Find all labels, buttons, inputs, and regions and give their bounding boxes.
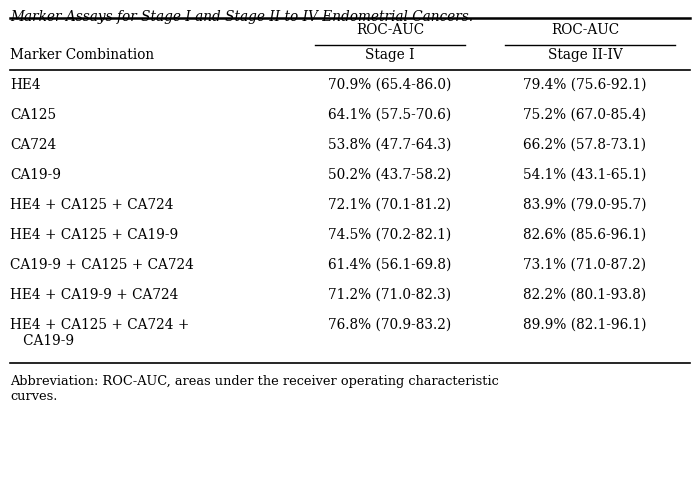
Text: HE4 + CA125 + CA724: HE4 + CA125 + CA724 <box>10 198 174 212</box>
Text: 64.1% (57.5-70.6): 64.1% (57.5-70.6) <box>328 108 452 122</box>
Text: CA724: CA724 <box>10 138 56 152</box>
Text: 83.9% (79.0-95.7): 83.9% (79.0-95.7) <box>524 198 647 212</box>
Text: Stage I: Stage I <box>365 48 414 62</box>
Text: 82.6% (85.6-96.1): 82.6% (85.6-96.1) <box>524 228 647 242</box>
Text: CA19-9: CA19-9 <box>10 168 61 182</box>
Text: 73.1% (71.0-87.2): 73.1% (71.0-87.2) <box>524 258 647 272</box>
Text: 66.2% (57.8-73.1): 66.2% (57.8-73.1) <box>524 138 647 152</box>
Text: 79.4% (75.6-92.1): 79.4% (75.6-92.1) <box>524 78 647 92</box>
Text: 61.4% (56.1-69.8): 61.4% (56.1-69.8) <box>328 258 452 272</box>
Text: 50.2% (43.7-58.2): 50.2% (43.7-58.2) <box>328 168 452 182</box>
Text: 89.9% (82.1-96.1): 89.9% (82.1-96.1) <box>524 318 647 332</box>
Text: 54.1% (43.1-65.1): 54.1% (43.1-65.1) <box>524 168 647 182</box>
Text: CA19-9 + CA125 + CA724: CA19-9 + CA125 + CA724 <box>10 258 194 272</box>
Text: CA125: CA125 <box>10 108 56 122</box>
Text: Stage II-IV: Stage II-IV <box>547 48 622 62</box>
Text: 74.5% (70.2-82.1): 74.5% (70.2-82.1) <box>328 228 452 242</box>
Text: 70.9% (65.4-86.0): 70.9% (65.4-86.0) <box>328 78 452 92</box>
Text: HE4: HE4 <box>10 78 41 92</box>
Text: ROC-AUC: ROC-AUC <box>551 23 619 37</box>
Text: 53.8% (47.7-64.3): 53.8% (47.7-64.3) <box>328 138 452 152</box>
Text: 72.1% (70.1-81.2): 72.1% (70.1-81.2) <box>328 198 452 212</box>
Text: HE4 + CA125 + CA19-9: HE4 + CA125 + CA19-9 <box>10 228 178 242</box>
Text: 82.2% (80.1-93.8): 82.2% (80.1-93.8) <box>524 288 647 302</box>
Text: HE4 + CA19-9 + CA724: HE4 + CA19-9 + CA724 <box>10 288 178 302</box>
Text: HE4 + CA125 + CA724 +
   CA19-9: HE4 + CA125 + CA724 + CA19-9 <box>10 318 190 348</box>
Text: 76.8% (70.9-83.2): 76.8% (70.9-83.2) <box>328 318 452 332</box>
Text: ROC-AUC: ROC-AUC <box>356 23 424 37</box>
Text: 71.2% (71.0-82.3): 71.2% (71.0-82.3) <box>328 288 452 302</box>
Text: Marker Combination: Marker Combination <box>10 48 154 62</box>
Text: Marker Assays for Stage I and Stage II to IV Endometrial Cancers.: Marker Assays for Stage I and Stage II t… <box>10 10 473 24</box>
Text: Abbreviation: ROC-AUC, areas under the receiver operating characteristic
curves.: Abbreviation: ROC-AUC, areas under the r… <box>10 375 498 403</box>
Text: 75.2% (67.0-85.4): 75.2% (67.0-85.4) <box>524 108 647 122</box>
